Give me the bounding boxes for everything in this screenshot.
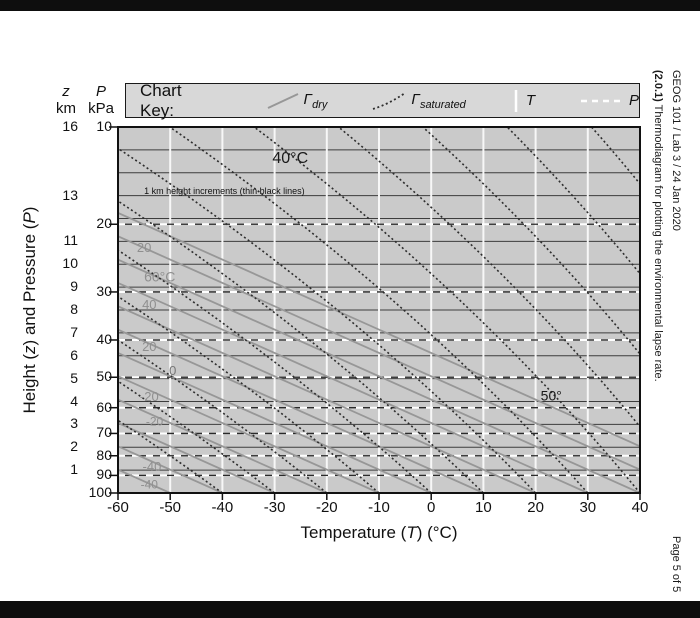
z-axis-unit: km xyxy=(56,100,76,117)
x-title-part: ) (°C) xyxy=(416,523,458,542)
plot-annotation: 50° xyxy=(540,387,562,404)
plot-annotation: -20 xyxy=(145,414,164,429)
z-tick-label: 7 xyxy=(70,323,78,340)
p-tick-label: 40 xyxy=(96,330,112,347)
p-tick-label: 60 xyxy=(96,398,112,415)
z-tick-label: 11 xyxy=(63,232,78,249)
x-tick-label: -60 xyxy=(107,499,129,516)
plot-annotation: 20 xyxy=(142,338,157,354)
legend-dry-adiabat: Γdry xyxy=(266,91,328,111)
legend-pressure-label: P xyxy=(628,92,639,109)
z-tick-label: 1 xyxy=(70,461,78,478)
plot-annotation: -20 xyxy=(139,388,159,404)
p-tick-label: 70 xyxy=(96,424,112,441)
x-tick-label: 0 xyxy=(427,499,436,516)
z-tick-label: 5 xyxy=(70,369,78,386)
p-axis-letter: P xyxy=(95,83,106,100)
p-tick-label: 100 xyxy=(88,484,112,500)
plot-annotation: 20 xyxy=(136,240,152,256)
p-axis-unit: kPa xyxy=(88,100,114,117)
p-tick-label: 10 xyxy=(96,118,112,134)
legend-saturated-adiabat-label: Γsaturated xyxy=(411,91,465,111)
gamma-saturated-symbol: Γ xyxy=(411,90,420,108)
plot-annotation: 1 km height increments (thin black lines… xyxy=(144,186,305,197)
x-tick-label: 30 xyxy=(579,499,597,516)
z-tick-label: 6 xyxy=(70,346,78,363)
saturated-adiabat-dotted-icon xyxy=(373,91,406,110)
header-course-info: GEOG 101 / Lab 3 / 24 Jan 2020 xyxy=(670,70,682,231)
x-tick-label: 10 xyxy=(475,499,492,516)
legend-temperature-line: T xyxy=(510,88,535,114)
z-tick-label: 8 xyxy=(70,301,78,317)
gamma-dry-subscript: dry xyxy=(312,98,328,111)
plot-lines xyxy=(118,127,640,493)
legend-dry-adiabat-label: Γdry xyxy=(304,91,328,111)
chart-key: Chart Key: Γdry Γsaturated T P xyxy=(125,80,640,120)
y-title-p: P xyxy=(20,212,39,224)
plot-annotation: 60°C xyxy=(144,268,176,285)
x-tick-label: 20 xyxy=(527,499,544,516)
y-title-z: z xyxy=(20,345,39,354)
z-axis-header: z km xyxy=(52,83,80,117)
x-tick-label: -30 xyxy=(263,499,286,516)
legend-temperature-label: T xyxy=(525,92,535,109)
z-axis-letter: z xyxy=(62,83,70,100)
x-tick-label: -50 xyxy=(159,499,182,516)
figure-caption-text: Thermodiagram for plotting the environme… xyxy=(652,101,664,382)
x-tick-label: -40 xyxy=(211,499,234,516)
chart-key-title: Chart Key: xyxy=(140,80,182,120)
x-tick-label: 40 xyxy=(631,499,649,516)
top-black-bar xyxy=(0,0,700,11)
legend-saturated-adiabat: Γsaturated xyxy=(371,91,466,111)
figure-caption: (2.0.1) Thermodiagram for plotting the e… xyxy=(652,70,664,382)
x-title-t: T xyxy=(406,523,417,542)
z-tick-label: 16 xyxy=(62,118,78,134)
page-number: Page 5 of 5 xyxy=(670,535,682,592)
plot-annotation: 40 xyxy=(142,297,157,313)
gamma-saturated-subscript: saturated xyxy=(419,98,466,111)
figure-number: (2.0.1) xyxy=(652,70,664,102)
plot-annotation: -40 xyxy=(142,458,162,474)
x-tick-label: -10 xyxy=(368,499,390,516)
plot-annotation: 0 xyxy=(169,362,177,378)
z-tick-label: 9 xyxy=(70,278,78,295)
temperature-vertical-line-icon xyxy=(514,89,518,112)
p-tick-label: 20 xyxy=(96,215,112,232)
gamma-dry-symbol: Γ xyxy=(303,90,313,108)
legend-pressure-line: P xyxy=(579,92,639,109)
p-axis-header: P kPa xyxy=(84,83,118,117)
x-tick-label: -20 xyxy=(315,499,338,516)
p-tick-label: 80 xyxy=(96,446,112,463)
y-title-part: Height ( xyxy=(20,353,39,414)
z-tick-label: 4 xyxy=(70,392,78,409)
bottom-black-bar xyxy=(0,601,700,618)
y-axis-title: Height (z) and Pressure (P) xyxy=(20,207,40,414)
x-axis-title: Temperature (T) (°C) xyxy=(300,523,457,543)
plot-annotation: -40 xyxy=(140,477,158,492)
z-tick-label: 3 xyxy=(70,415,78,432)
pressure-dashed-line-icon xyxy=(580,99,623,102)
dry-adiabat-line-icon xyxy=(267,92,298,109)
p-tick-label: 30 xyxy=(96,282,112,299)
y-title-part: ) and Pressure ( xyxy=(20,223,39,346)
y-title-part: ) xyxy=(20,206,39,213)
z-tick-label: 2 xyxy=(70,438,78,455)
plot-annotation: 40°C xyxy=(272,150,309,168)
x-title-part: Temperature ( xyxy=(300,523,407,542)
z-tick-label: 13 xyxy=(62,186,78,203)
p-tick-label: 50 xyxy=(96,368,112,385)
p-tick-label: 90 xyxy=(96,466,112,483)
z-tick-label: 10 xyxy=(62,255,78,272)
